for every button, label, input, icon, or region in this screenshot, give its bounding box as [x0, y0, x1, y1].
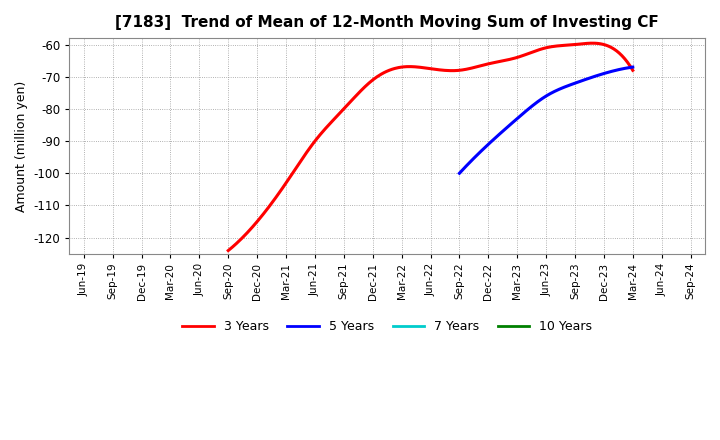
5 Years	[558, 85, 567, 91]
3 Years	[592, 40, 600, 46]
Line: 5 Years: 5 Years	[459, 67, 633, 173]
5 Years	[601, 70, 610, 76]
Title: [7183]  Trend of Mean of 12-Month Moving Sum of Investing CF: [7183] Trend of Mean of 12-Month Moving …	[115, 15, 659, 30]
3 Years	[588, 40, 596, 46]
3 Years	[472, 64, 480, 70]
5 Years	[612, 67, 621, 73]
5 Years	[456, 170, 464, 175]
3 Years	[629, 68, 637, 73]
5 Years	[629, 64, 637, 70]
Line: 3 Years: 3 Years	[228, 43, 633, 250]
5 Years	[455, 171, 464, 176]
3 Years	[225, 247, 234, 252]
3 Years	[464, 66, 472, 72]
3 Years	[464, 66, 473, 71]
5 Years	[561, 84, 570, 89]
3 Years	[565, 42, 574, 48]
5 Years	[558, 85, 567, 91]
Legend: 3 Years, 5 Years, 7 Years, 10 Years: 3 Years, 5 Years, 7 Years, 10 Years	[177, 315, 597, 338]
Y-axis label: Amount (million yen): Amount (million yen)	[15, 81, 28, 212]
3 Years	[224, 248, 233, 253]
